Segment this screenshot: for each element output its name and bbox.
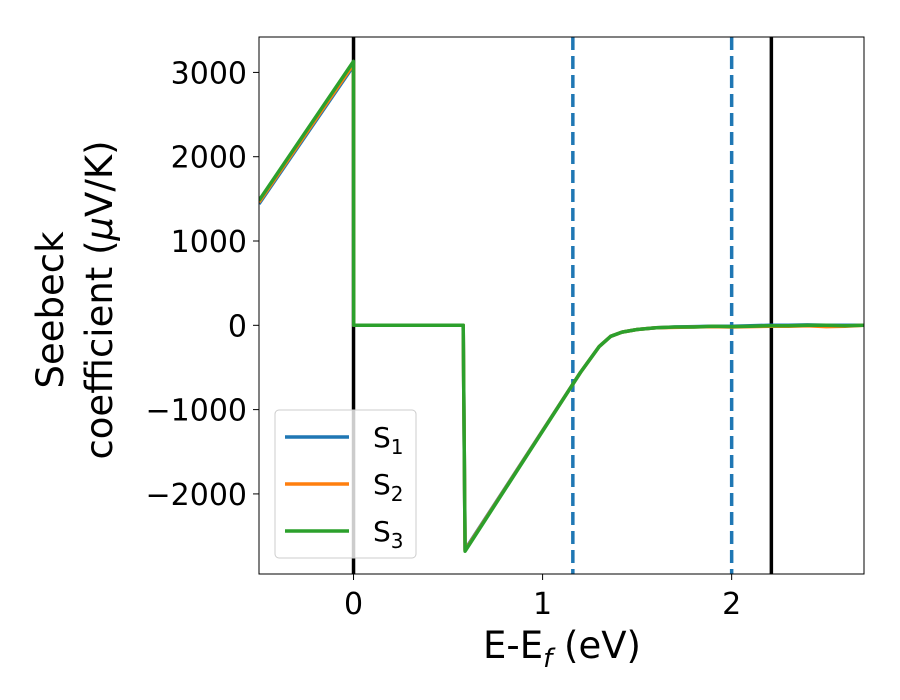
y-tick-label: 1000 — [171, 225, 247, 260]
x-tick-label: 2 — [722, 587, 741, 622]
series-lines — [259, 59, 864, 553]
legend-label-S1: S1 — [373, 421, 404, 459]
series-line-S3 — [259, 59, 864, 553]
x-tick-label: 1 — [533, 587, 552, 622]
plot-frame — [258, 36, 865, 575]
x-tick-label: 0 — [344, 587, 363, 622]
y-tick-label: 0 — [228, 309, 247, 344]
y-tick-label: −2000 — [146, 478, 247, 513]
x-axis-ticks: 0 1 2 — [344, 574, 741, 622]
y-tick-label: −1000 — [146, 394, 247, 429]
y-axis-label-unit: V/K) — [78, 140, 121, 216]
y-axis-label-line2: coefficient (μV/K) — [78, 140, 121, 459]
legend-label-S2: S2 — [373, 468, 404, 506]
x-axis-label-unit: (eV) — [552, 624, 641, 667]
legend-entries: S1 S2 S3 — [285, 421, 404, 553]
y-axis-label-line1: Seebeck — [29, 231, 72, 389]
y-tick-label: 3000 — [171, 56, 247, 91]
legend: S1 S2 S3 — [274, 409, 417, 559]
y-axis-label-mu: μ — [78, 217, 121, 242]
y-axis-ticks: 3000 2000 1000 0 −1000 −2000 — [146, 56, 259, 513]
x-axis-label-main: E-E — [483, 624, 543, 667]
legend-label-S3: S3 — [373, 515, 404, 553]
y-axis-label-main: coefficient ( — [78, 240, 121, 459]
x-axis-label: E-Ef (eV) — [483, 624, 641, 674]
y-tick-label: 2000 — [171, 141, 247, 176]
